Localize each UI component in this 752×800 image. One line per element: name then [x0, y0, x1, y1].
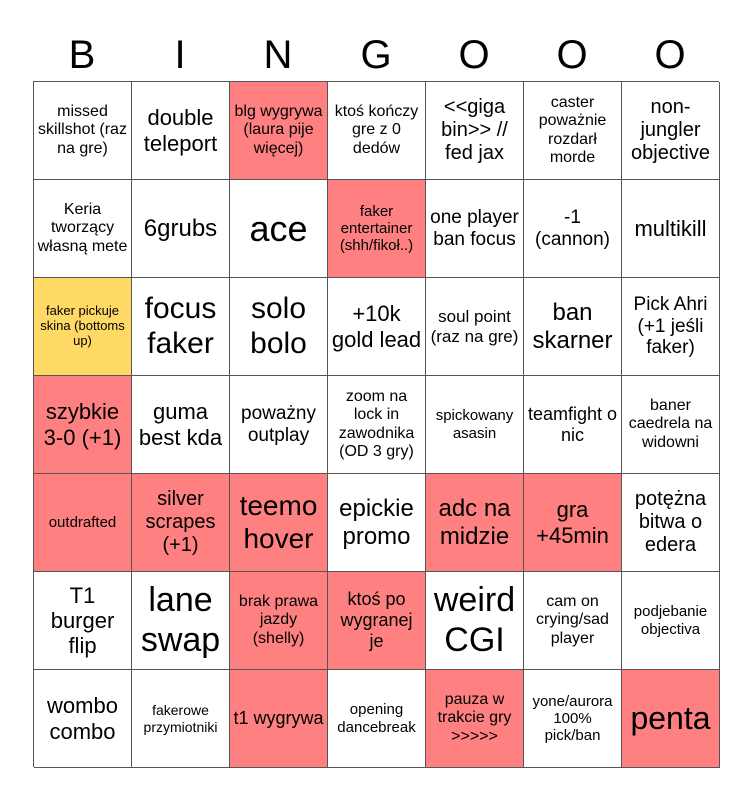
bingo-cell[interactable]: brak prawa jazdy (shelly) [230, 572, 328, 670]
bingo-cell[interactable]: spickowany asasin [426, 376, 524, 474]
bingo-cell[interactable]: -1 (cannon) [524, 180, 622, 278]
bingo-cell[interactable]: faker pickuje skina (bottoms up) [34, 278, 132, 376]
bingo-cell[interactable]: +10k gold lead [328, 278, 426, 376]
header-letter: O [654, 33, 686, 77]
bingo-cell[interactable]: opening dancebreak [328, 670, 426, 768]
bingo-cell[interactable]: solo bolo [230, 278, 328, 376]
bingo-cell[interactable]: fakerowe przymiotniki [132, 670, 230, 768]
header-letter: O [458, 33, 490, 77]
bingo-cell[interactable]: 6grubs [132, 180, 230, 278]
header-letter: I [174, 33, 186, 77]
bingo-cell[interactable]: potężna bitwa o edera [622, 474, 720, 572]
bingo-cell[interactable]: yone/aurora 100% pick/ban [524, 670, 622, 768]
bingo-cell[interactable]: focus faker [132, 278, 230, 376]
bingo-cell[interactable]: silver scrapes (+1) [132, 474, 230, 572]
header-letter: O [556, 33, 588, 77]
bingo-cell[interactable]: teamfight o nic [524, 376, 622, 474]
bingo-cell[interactable]: guma best kda [132, 376, 230, 474]
bingo-cell[interactable]: non-jungler objective [622, 82, 720, 180]
bingo-cell[interactable]: blg wygrywa (laura pije więcej) [230, 82, 328, 180]
bingo-cell[interactable]: weird CGI [426, 572, 524, 670]
bingo-cell[interactable]: pauza w trakcie gry >>>>> [426, 670, 524, 768]
bingo-cell[interactable]: Keria tworzący własną mete [34, 180, 132, 278]
bingo-cell[interactable]: faker entertainer (shh/fikoł..) [328, 180, 426, 278]
bingo-cell[interactable]: ktoś kończy gre z 0 dedów [328, 82, 426, 180]
bingo-cell[interactable]: one player ban focus [426, 180, 524, 278]
bingo-cell[interactable]: ban skarner [524, 278, 622, 376]
bingo-cell[interactable]: Pick Ahri (+1 jeśli faker) [622, 278, 720, 376]
bingo-cell[interactable]: cam on crying/sad player [524, 572, 622, 670]
bingo-cell[interactable]: <<giga bin>> // fed jax [426, 82, 524, 180]
bingo-cell[interactable]: multikill [622, 180, 720, 278]
bingo-cell[interactable]: t1 wygrywa [230, 670, 328, 768]
bingo-cell[interactable]: podjebanie objectiva [622, 572, 720, 670]
bingo-cell[interactable]: poważny outplay [230, 376, 328, 474]
bingo-cell[interactable]: double teleport [132, 82, 230, 180]
header-letter: N [263, 33, 293, 77]
bingo-cell[interactable]: teemo hover [230, 474, 328, 572]
bingo-cell[interactable]: penta [622, 670, 720, 768]
bingo-cell[interactable]: ktoś po wygranej je [328, 572, 426, 670]
bingo-cell[interactable]: outdrafted [34, 474, 132, 572]
bingo-cell[interactable]: zoom na lock in zawodnika (OD 3 gry) [328, 376, 426, 474]
bingo-cell[interactable]: lane swap [132, 572, 230, 670]
bingo-cell[interactable]: ace [230, 180, 328, 278]
bingo-cell[interactable]: T1 burger flip [34, 572, 132, 670]
bingo-cell[interactable]: soul point (raz na gre) [426, 278, 524, 376]
header-letter: G [360, 33, 392, 77]
bingo-cell[interactable]: caster poważnie rozdarł morde [524, 82, 622, 180]
bingo-cell[interactable]: gra +45min [524, 474, 622, 572]
bingo-grid: missed skillshot (raz na gre) double tele… [33, 81, 720, 768]
bingo-cell[interactable]: adc na midzie [426, 474, 524, 572]
bingo-cell[interactable]: wombo combo [34, 670, 132, 768]
header-letter: B [68, 33, 96, 77]
bingo-cell[interactable]: missed skillshot (raz na gre) [34, 82, 132, 180]
bingo-cell[interactable]: epickie promo [328, 474, 426, 572]
bingo-cell[interactable]: szybkie 3-0 (+1) [34, 376, 132, 474]
bingo-cell[interactable]: baner caedrela na widowni [622, 376, 720, 474]
